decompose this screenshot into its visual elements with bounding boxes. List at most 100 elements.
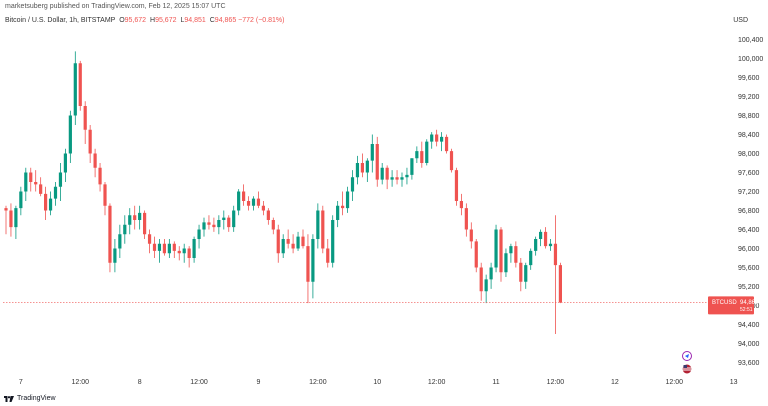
candle-body[interactable] xyxy=(167,243,171,254)
candle-body[interactable] xyxy=(514,246,518,263)
tradingview-footer[interactable]: TradingView xyxy=(4,395,56,402)
candle-body[interactable] xyxy=(380,167,384,180)
candle-body[interactable] xyxy=(543,231,548,247)
candle-body[interactable] xyxy=(316,210,320,240)
candle-body[interactable] xyxy=(400,177,404,180)
candle-body[interactable] xyxy=(509,246,513,254)
candle-body[interactable] xyxy=(484,279,488,292)
candle-body[interactable] xyxy=(19,191,23,209)
candle-body[interactable] xyxy=(474,241,478,268)
candle-body[interactable] xyxy=(83,106,87,130)
candle-body[interactable] xyxy=(9,210,13,228)
candle-body[interactable] xyxy=(276,229,280,254)
candle-body[interactable] xyxy=(519,262,523,282)
symbol-title[interactable]: Bitcoin / U.S. Dollar, 1h, BITSTAMP xyxy=(5,17,116,24)
candle-body[interactable] xyxy=(425,141,429,163)
candle-body[interactable] xyxy=(246,201,251,206)
candle-body[interactable] xyxy=(58,172,63,187)
candle-body[interactable] xyxy=(256,198,261,206)
candle-body[interactable] xyxy=(430,134,434,142)
candle-body[interactable] xyxy=(390,177,394,180)
candle-body[interactable] xyxy=(479,267,483,292)
candle-body[interactable] xyxy=(143,212,147,235)
candle-body[interactable] xyxy=(331,220,335,263)
candle-body[interactable] xyxy=(147,234,152,244)
candle-body[interactable] xyxy=(118,234,122,249)
candle-body[interactable] xyxy=(237,191,241,211)
candle-body[interactable] xyxy=(469,229,473,242)
candle-body[interactable] xyxy=(504,253,508,273)
candle-body[interactable] xyxy=(192,239,196,258)
candle-body[interactable] xyxy=(370,144,374,161)
candle-body[interactable] xyxy=(529,250,533,266)
candle-body[interactable] xyxy=(553,243,558,266)
candle-body[interactable] xyxy=(78,63,82,106)
candle-body[interactable] xyxy=(534,239,538,251)
candle-body[interactable] xyxy=(172,243,176,251)
candle-body[interactable] xyxy=(558,265,562,303)
candle-body[interactable] xyxy=(459,201,463,209)
candle-body[interactable] xyxy=(212,224,216,228)
candle-body[interactable] xyxy=(242,191,246,202)
candle-body[interactable] xyxy=(494,229,498,268)
candle-body[interactable] xyxy=(375,144,379,180)
candle-body[interactable] xyxy=(93,153,97,168)
candle-body[interactable] xyxy=(14,208,18,228)
candle-body[interactable] xyxy=(103,184,107,206)
candle-body[interactable] xyxy=(449,151,454,171)
candle-body[interactable] xyxy=(415,151,419,159)
candle-body[interactable] xyxy=(138,212,142,220)
candle-body[interactable] xyxy=(227,217,231,228)
candle-body[interactable] xyxy=(296,236,300,249)
candle-body[interactable] xyxy=(232,210,236,228)
candle-body[interactable] xyxy=(34,182,38,185)
candle-body[interactable] xyxy=(48,198,53,211)
candle-body[interactable] xyxy=(524,265,528,282)
candle-body[interactable] xyxy=(24,172,28,192)
candle-body[interactable] xyxy=(350,177,355,192)
candle-body[interactable] xyxy=(395,177,399,180)
candle-body[interactable] xyxy=(63,153,67,173)
candle-body[interactable] xyxy=(321,210,325,249)
candle-body[interactable] xyxy=(128,215,132,225)
candle-body[interactable] xyxy=(410,158,414,175)
candle-body[interactable] xyxy=(281,239,285,254)
candle-body[interactable] xyxy=(286,239,290,244)
candle-body[interactable] xyxy=(217,220,221,228)
candle-body[interactable] xyxy=(4,208,8,211)
candle-body[interactable] xyxy=(266,210,270,221)
candle-body[interactable] xyxy=(152,243,157,251)
candle-body[interactable] xyxy=(360,163,364,173)
candle-body[interactable] xyxy=(187,248,191,259)
candle-body[interactable] xyxy=(133,215,137,220)
candle-body[interactable] xyxy=(44,193,48,211)
candle-body[interactable] xyxy=(355,163,360,178)
candle-body[interactable] xyxy=(177,250,181,254)
candle-body[interactable] xyxy=(539,231,543,239)
candle-body[interactable] xyxy=(123,224,127,235)
candle-body[interactable] xyxy=(326,248,330,263)
candle-body[interactable] xyxy=(385,167,389,180)
candle-body[interactable] xyxy=(548,243,553,247)
candle-body[interactable] xyxy=(420,151,424,163)
candle-body[interactable] xyxy=(197,229,201,240)
candle-body[interactable] xyxy=(499,229,503,273)
candle-body[interactable] xyxy=(261,205,265,211)
candle-body[interactable] xyxy=(444,136,449,152)
candle-body[interactable] xyxy=(365,160,369,173)
candle-body[interactable] xyxy=(113,248,117,263)
candle-body[interactable] xyxy=(39,184,43,194)
candle-body[interactable] xyxy=(88,129,92,154)
candle-body[interactable] xyxy=(435,134,439,142)
candle-body[interactable] xyxy=(251,198,256,206)
candle-body[interactable] xyxy=(301,236,305,247)
candle-body[interactable] xyxy=(108,205,112,263)
candle-body[interactable] xyxy=(489,267,493,280)
candle-body[interactable] xyxy=(311,239,315,282)
candle-body[interactable] xyxy=(182,248,186,254)
candle-body[interactable] xyxy=(29,172,33,183)
candle-body[interactable] xyxy=(68,115,72,154)
candle-body[interactable] xyxy=(454,170,459,201)
candle-body[interactable] xyxy=(405,174,409,178)
candle-body[interactable] xyxy=(271,220,275,230)
